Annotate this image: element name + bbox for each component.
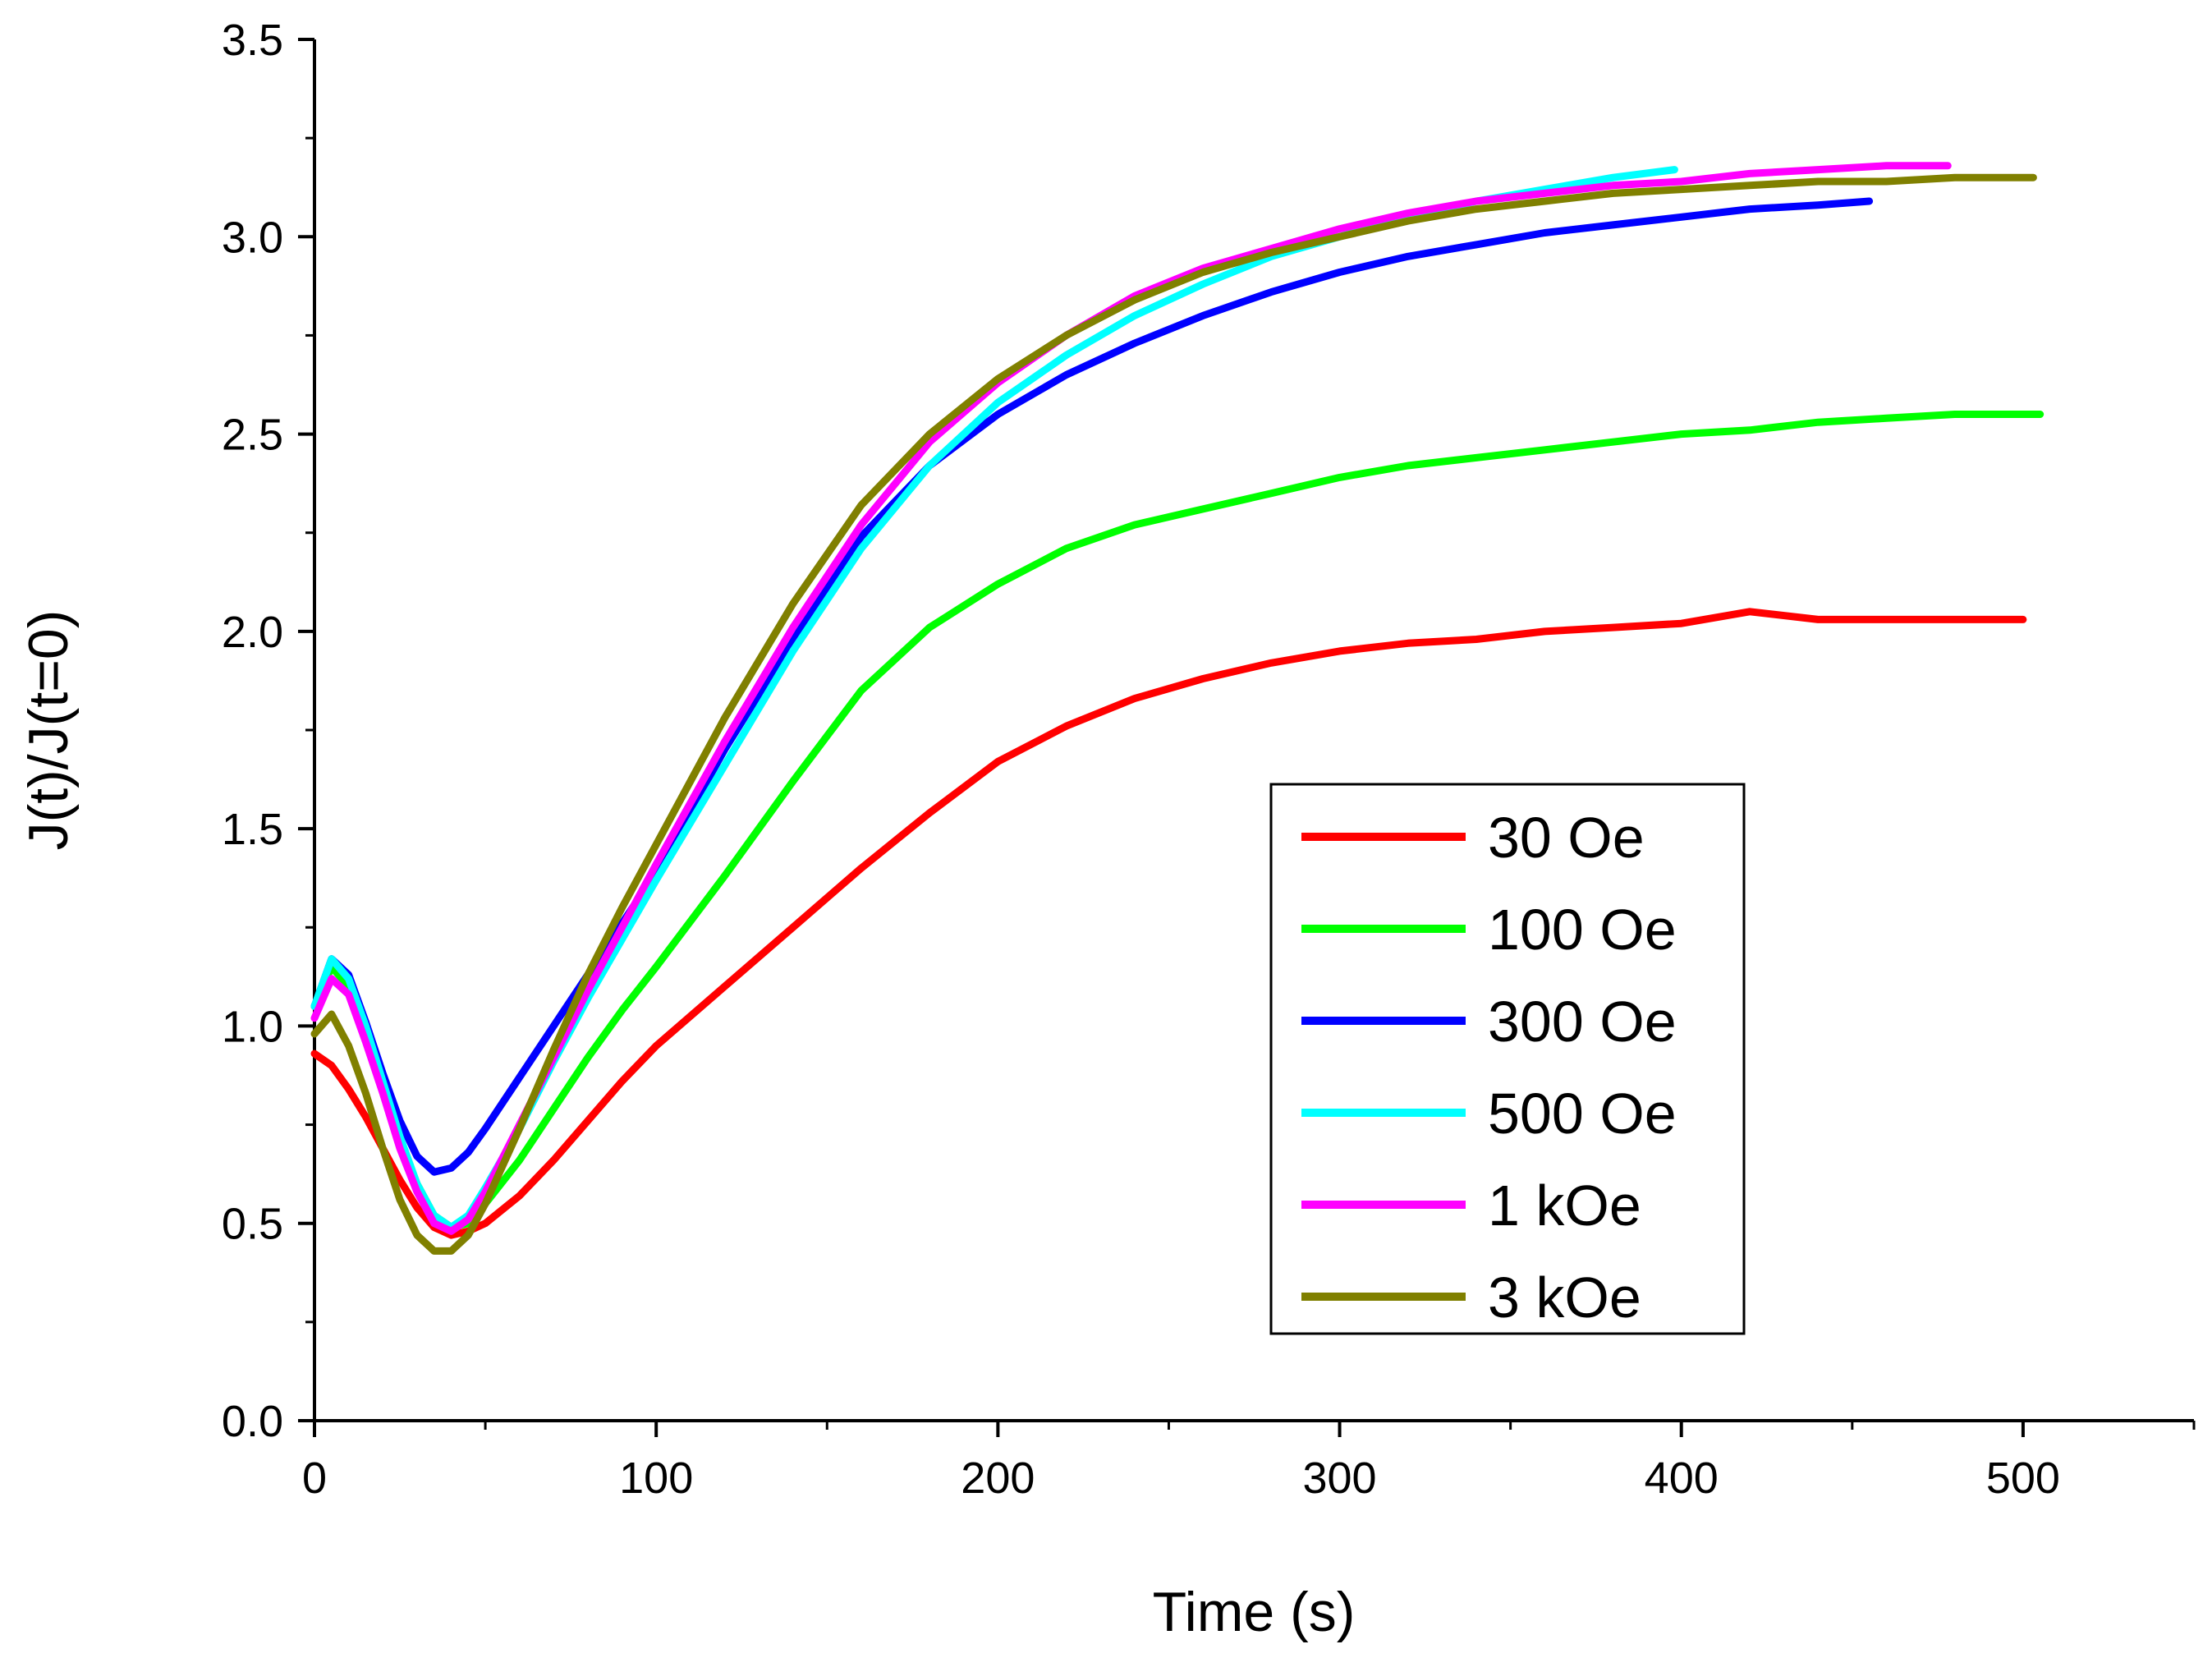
y-tick-label: 3.5 bbox=[222, 16, 283, 65]
y-tick-label: 1.0 bbox=[222, 1002, 283, 1051]
x-tick-label: 500 bbox=[1986, 1454, 2060, 1503]
legend: 30 Oe 100 Oe 300 Oe 500 Oe 1 kOe 3 kOe bbox=[1269, 783, 1746, 1335]
y-tick-label: 0.0 bbox=[222, 1397, 283, 1446]
y-tick-label: 0.5 bbox=[222, 1200, 283, 1249]
series-line-5 bbox=[310, 173, 2037, 1255]
series-group bbox=[310, 162, 2044, 1255]
legend-label: 500 Oe bbox=[1488, 1082, 1677, 1146]
legend-label: 1 kOe bbox=[1488, 1173, 1641, 1238]
legend-label: 300 Oe bbox=[1488, 990, 1677, 1054]
x-tick-label: 0 bbox=[302, 1454, 327, 1503]
y-axis-title: J(t)/J(t=0) bbox=[17, 610, 80, 851]
series-line-4 bbox=[310, 162, 1952, 1235]
y-tick-label: 2.0 bbox=[222, 608, 283, 657]
y-ticks: 0.0 0.5 1.0 1.5 2.0 2.5 3.0 3.5 bbox=[222, 16, 314, 1446]
legend-label: 30 Oe bbox=[1488, 806, 1645, 870]
y-tick-label: 3.0 bbox=[222, 213, 283, 262]
plot-frame bbox=[313, 39, 2194, 1422]
y-tick-label: 2.5 bbox=[222, 411, 283, 460]
x-tick-label: 400 bbox=[1645, 1454, 1719, 1503]
legend-label: 3 kOe bbox=[1488, 1265, 1641, 1330]
x-ticks: 0 100 200 300 400 500 bbox=[302, 1421, 2196, 1503]
y-tick-label: 1.5 bbox=[222, 805, 283, 854]
legend-label: 100 Oe bbox=[1488, 898, 1677, 962]
x-tick-label: 100 bbox=[619, 1454, 693, 1503]
series-line-1 bbox=[310, 411, 2044, 1231]
x-axis-title: Time (s) bbox=[1153, 1581, 1356, 1643]
series-line-0 bbox=[310, 608, 2027, 1239]
x-tick-label: 300 bbox=[1302, 1454, 1376, 1503]
legend-box bbox=[1269, 783, 1746, 1335]
x-tick-label: 200 bbox=[961, 1454, 1035, 1503]
series-line-2 bbox=[310, 197, 1874, 1176]
